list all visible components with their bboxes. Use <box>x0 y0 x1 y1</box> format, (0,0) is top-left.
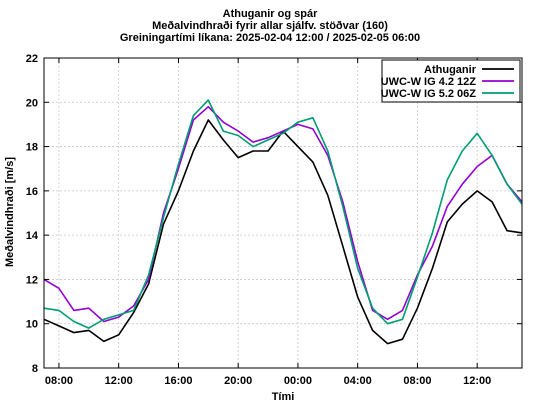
legend-label: UWC-W IG 4.2 12Z <box>381 76 477 88</box>
series-layer <box>43 99 523 345</box>
chart-analysis-time: Greiningartími líkana: 2025-02-04 12:00 … <box>119 32 421 44</box>
y-tick-label: 16 <box>26 186 38 198</box>
chart-titles: Athuganir og spár Meðalvindhraði fyrir a… <box>0 8 540 44</box>
x-tick-label: 00:00 <box>284 375 312 387</box>
chart-subtitle: Meðalvindhraði fyrir allar sjálfv. stöðv… <box>152 20 388 32</box>
y-tick-label: 8 <box>32 363 38 375</box>
x-tick-label: 12:00 <box>463 375 491 387</box>
series-line-3 <box>43 99 523 329</box>
x-axis-label: Tími <box>272 391 295 403</box>
plot-frame <box>43 57 523 369</box>
y-ticks: 8 10 12 14 16 18 20 22 <box>26 53 522 375</box>
y-axis-label: Meðalvindhraði [m/s] <box>4 157 16 267</box>
x-tick-label: 04:00 <box>344 375 372 387</box>
grid <box>44 58 522 368</box>
x-tick-label: 20:00 <box>224 375 252 387</box>
chart-title: Athuganir og spár <box>222 8 318 20</box>
x-ticks: 08:00 12:00 16:00 20:00 00:00 04:00 08:00 12:00 <box>45 58 491 387</box>
y-tick-label: 10 <box>26 319 38 331</box>
y-tick-label: 18 <box>26 142 38 154</box>
x-tick-label: 12:00 <box>105 375 133 387</box>
x-tick-label: 08:00 <box>403 375 431 387</box>
y-tick-label: 14 <box>26 230 39 242</box>
legend-label: UWC-W IG 5.2 06Z <box>381 88 477 100</box>
x-tick-label: 16:00 <box>164 375 192 387</box>
y-tick-label: 20 <box>26 97 38 109</box>
legend-label: Athuganir <box>424 64 477 76</box>
series-line-1 <box>43 119 523 345</box>
y-tick-label: 22 <box>26 53 38 65</box>
series-line-2 <box>43 105 523 323</box>
y-tick-label: 12 <box>26 274 38 286</box>
x-tick-label: 08:00 <box>45 375 73 387</box>
